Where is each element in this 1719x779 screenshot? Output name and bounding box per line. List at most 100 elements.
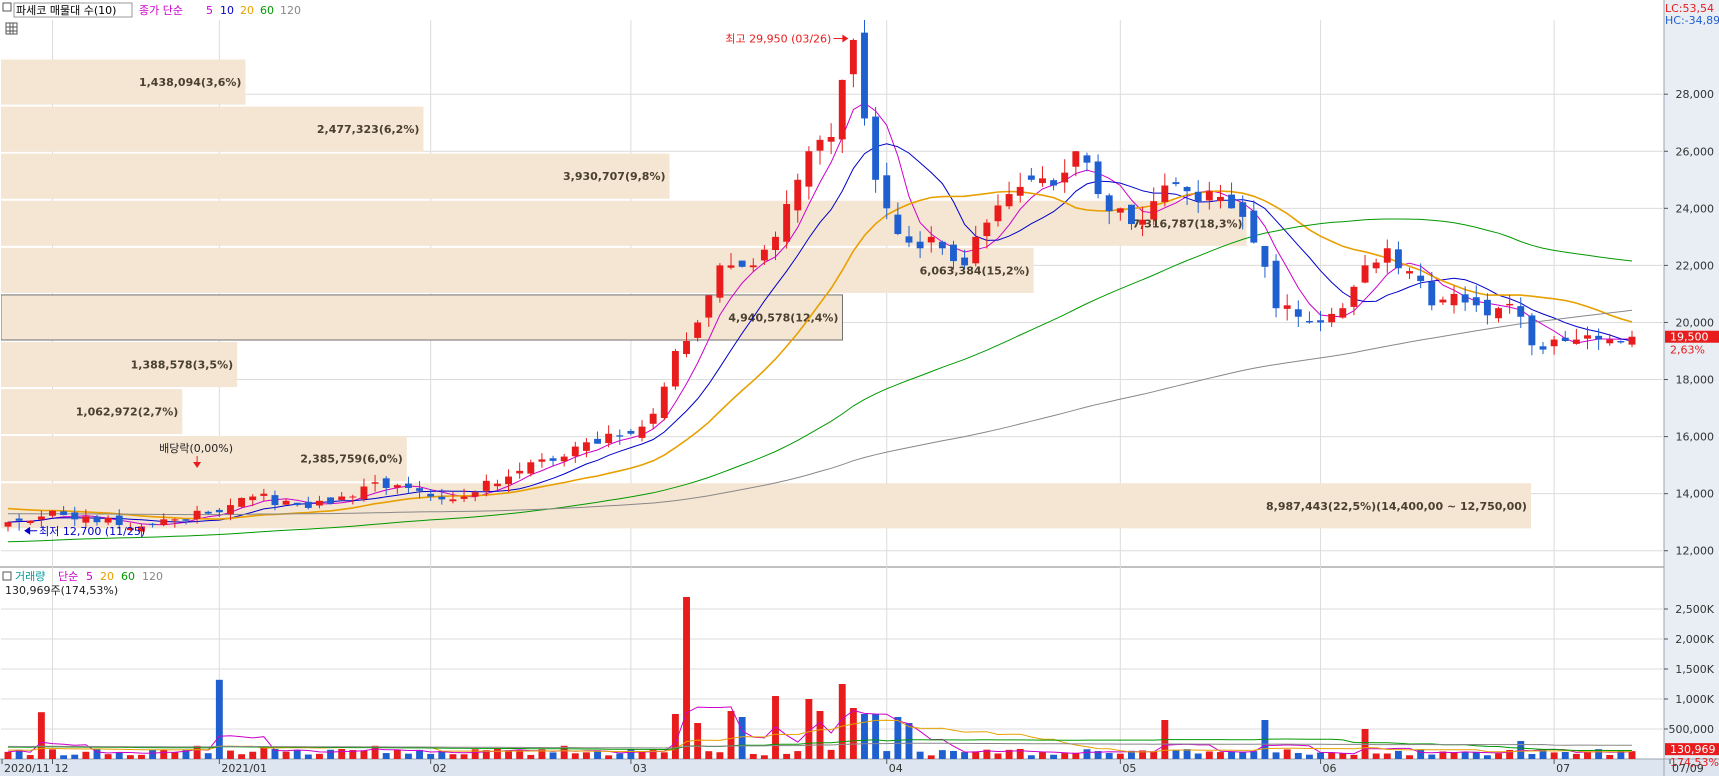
volume-bar [983,749,991,759]
volume-bar [1606,754,1614,759]
price-legend-ma-type[interactable]: 종가 단순 [139,4,183,17]
volume-bar [727,711,735,759]
candle-body [482,480,490,491]
volume-bar [1061,753,1069,759]
volume-legend-ma60[interactable]: 60 [121,570,135,583]
candle-body [304,501,312,508]
volume-bar [371,745,379,759]
volume-bar [1528,753,1536,759]
volume-panel-collapse-icon[interactable] [2,571,12,581]
volume-profile-label: 1,438,094(3,6%) [139,76,242,89]
lc-label: LC:53,54 [1665,2,1714,15]
moving-average-10 [7,143,1633,523]
candle-body [227,505,234,515]
volume-bar [1383,753,1391,759]
x-axis-label: 07 [1556,762,1570,775]
volume-axis-label: 1,000K [1675,693,1714,706]
volume-bar [538,749,546,759]
volume-bar [316,753,323,759]
candle-body [404,483,412,488]
candle-body [37,516,45,520]
candle-body [527,462,535,474]
volume-bar [1372,753,1380,759]
price-legend-ma120[interactable]: 120 [280,4,301,17]
price-axis-label: 16,000 [1676,431,1715,444]
volume-bar [883,751,891,759]
candle-body [1350,286,1358,307]
price-axis-label: 24,000 [1676,202,1715,215]
x-axis-background [0,759,1719,776]
volume-bar [71,754,79,759]
candle-body [138,526,145,532]
price-legend-ma60[interactable]: 60 [260,4,274,17]
candle-body [716,265,724,298]
candle-body [1027,175,1035,180]
volume-bar [438,750,446,759]
table-grid-icon[interactable] [5,22,18,35]
volume-bar [1428,754,1436,759]
candle-body [93,516,101,523]
volume-legend-ma5[interactable]: 5 [86,570,93,583]
indicator-title-box[interactable] [13,2,133,18]
candle-body [1294,309,1302,317]
volume-bar [705,751,713,759]
volume-bar [861,714,868,759]
volume-profile-label: 1,388,578(3,5%) [131,359,234,372]
candle-body [126,527,134,531]
volume-legend-ma-type[interactable]: 단순 [58,570,78,583]
candle-body [1305,320,1313,323]
volume-legend-ma20[interactable]: 20 [100,570,114,583]
volume-legend-title[interactable]: 거래량 [15,570,45,583]
volume-bar [1250,751,1258,759]
volume-bar [627,749,635,759]
volume-bar [1417,749,1425,759]
volume-bar [1105,753,1113,759]
volume-bar [582,752,590,759]
candle-body [1472,297,1480,306]
current-price-tag: 19,500 [1670,331,1709,344]
current-price-tag-bg [1665,330,1719,343]
candle-body [26,520,34,524]
candle-body [1483,299,1491,316]
volume-bar [104,754,112,759]
volume-profile-bar [1,436,407,482]
volume-axis-label: 2,000K [1675,633,1714,646]
candle-body [571,446,579,457]
volume-profile-bar [1,483,1531,529]
candle-body [15,518,23,521]
volume-legend-ma120[interactable]: 120 [142,570,163,583]
candle-body [382,478,390,488]
candle-body [605,433,613,444]
candle-body [1617,341,1625,343]
price-legend-title[interactable]: 파세코 매물대 수(10) [16,4,116,17]
price-legend-ma5[interactable]: 5 [206,4,213,17]
candle-body [916,241,924,249]
volume-bar [4,751,12,759]
candle-body [471,492,479,497]
volume-bar [1294,752,1302,759]
candle-body [1194,191,1202,202]
volume-bar [938,750,946,759]
candle-body [1272,260,1280,309]
volume-bar [382,753,390,759]
volume-bar [649,749,657,759]
volume-bar [1317,752,1324,759]
price-axis-label: 14,000 [1676,488,1715,501]
volume-bar [26,755,34,759]
panel-collapse-icon[interactable] [2,2,12,12]
volume-bar [427,753,435,759]
volume-axis-label: 500,000 [1669,723,1715,736]
volume-bar [894,717,902,759]
volume-bar [1228,751,1236,759]
price-legend-ma10[interactable]: 10 [220,4,234,17]
moving-average-5 [7,102,1633,526]
volume-bar [1495,753,1502,759]
volume-bar [1450,752,1458,759]
volume-bar [1617,750,1625,759]
candle-body [238,497,246,507]
candle-body [1417,275,1425,282]
candle-body [1216,196,1224,202]
candle-body [115,515,123,526]
volume-bar [1072,752,1080,759]
price-legend-ma20[interactable]: 20 [240,4,254,17]
